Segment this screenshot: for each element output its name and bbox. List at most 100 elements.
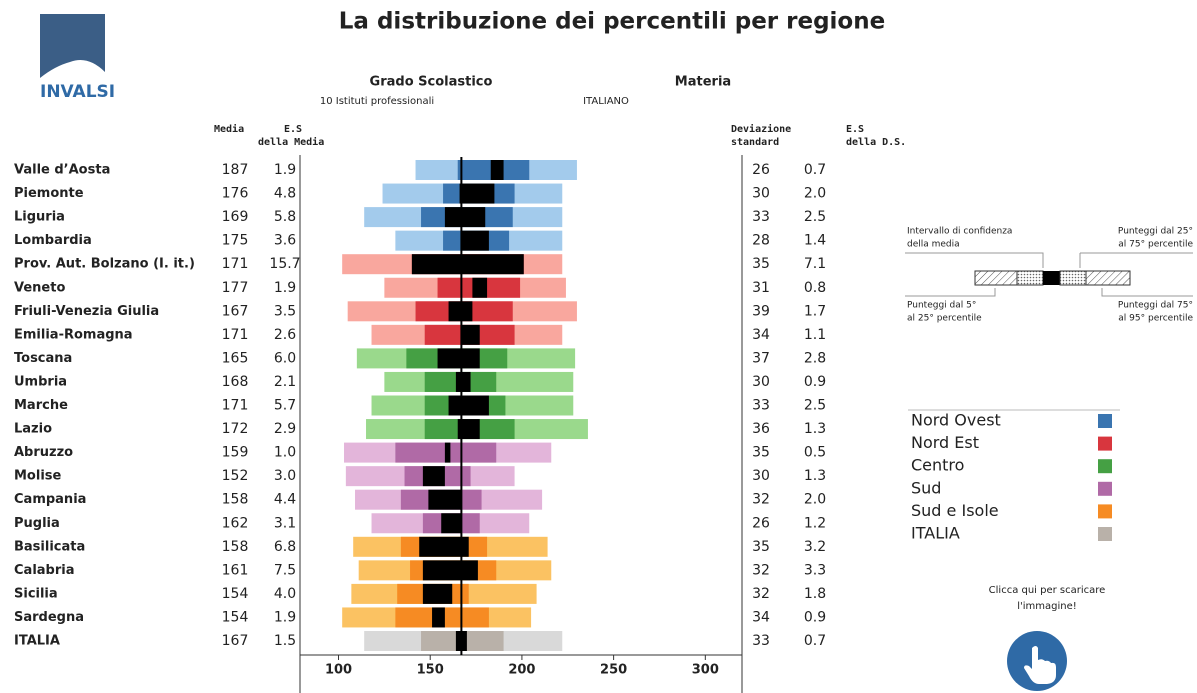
explanation-box — [1059, 270, 1087, 286]
explanation-text: al 95° percentile — [1118, 314, 1193, 324]
dev-std-value: 35 — [752, 256, 770, 272]
media-value: 168 — [222, 374, 249, 390]
dev-std-value: 30 — [752, 468, 770, 484]
region-label: Campania — [14, 492, 86, 507]
column-header: della Media — [258, 136, 324, 148]
es-media-value: 7.5 — [274, 562, 296, 578]
media-value: 159 — [222, 445, 249, 461]
dev-std-value: 32 — [752, 586, 770, 602]
download-text[interactable]: l'immagine! — [1017, 601, 1077, 612]
bar-confidence — [411, 254, 524, 275]
es-media-value: 4.4 — [274, 492, 296, 508]
es-media-value: 5.8 — [274, 209, 296, 225]
dev-std-value: 33 — [752, 633, 770, 649]
es-media-value: 3.0 — [274, 468, 296, 484]
es-media-value: 4.8 — [274, 186, 296, 202]
explanation-leader — [905, 252, 1193, 297]
es-ds-value: 0.8 — [804, 280, 826, 296]
region-label: Valle d’Aosta — [14, 163, 110, 178]
es-media-value: 2.6 — [274, 327, 296, 343]
explanation-box — [974, 270, 1018, 286]
explanation: Intervallo di confidenza della media Pun… — [905, 227, 1193, 324]
es-ds-value: 7.1 — [804, 256, 826, 272]
media-value: 161 — [222, 562, 249, 578]
region-label: Toscana — [14, 351, 72, 366]
region-label: Emilia-Romagna — [14, 327, 133, 342]
bar-confidence — [472, 277, 488, 298]
region-label: Sardegna — [14, 610, 84, 625]
legend-swatch — [1098, 459, 1112, 474]
legend-swatch — [1098, 527, 1112, 541]
column-header: standard — [731, 137, 779, 148]
es-ds-value: 2.5 — [804, 398, 826, 414]
media-value: 171 — [222, 398, 249, 414]
bar-confidence — [441, 513, 462, 534]
dev-std-value: 37 — [752, 350, 770, 366]
filter-value: ITALIANO — [583, 96, 629, 107]
dev-std-value: 30 — [752, 186, 770, 202]
region-label: Piemonte — [14, 186, 84, 201]
media-value: 154 — [222, 609, 249, 625]
media-value: 171 — [222, 256, 249, 272]
media-value: 158 — [222, 492, 249, 508]
chart-title: La distribuzione dei percentili per regi… — [339, 9, 885, 35]
filter-value: 10 Istituti professionali — [320, 96, 434, 107]
es-ds-value: 0.7 — [804, 162, 826, 178]
legend-label: Sud e Isole — [911, 501, 999, 520]
legend-swatch — [1098, 436, 1112, 451]
bar-confidence — [422, 466, 445, 487]
region-label: Marche — [14, 398, 68, 413]
region-label: Lombardia — [14, 233, 92, 248]
media-value: 175 — [222, 233, 249, 249]
dev-std-value: 33 — [752, 209, 770, 225]
bar-confidence — [444, 442, 451, 463]
es-media-value: 5.7 — [274, 398, 296, 414]
explanation-text: Punteggi dal 25° — [1118, 227, 1193, 237]
es-ds-value: 1.2 — [804, 515, 826, 531]
bar-confidence — [444, 207, 486, 228]
download-text[interactable]: Clicca qui per scaricare — [989, 585, 1106, 596]
es-ds-value: 2.5 — [804, 209, 826, 225]
dev-std-value: 39 — [752, 303, 770, 319]
es-media-value: 3.5 — [274, 303, 296, 319]
hand-icon[interactable] — [1024, 646, 1056, 684]
dev-std-value: 33 — [752, 398, 770, 414]
legend-label: Nord Est — [911, 433, 979, 452]
column-header: Deviazione — [731, 123, 791, 135]
bar-confidence — [422, 560, 478, 581]
logo-text: INVALSI — [40, 82, 115, 102]
media-value: 176 — [222, 186, 249, 202]
bar-confidence — [455, 371, 471, 392]
explanation-box — [1016, 270, 1044, 286]
es-media-value: 15.7 — [269, 256, 300, 272]
x-tick-label: 200 — [508, 663, 535, 678]
es-ds-value: 3.3 — [804, 562, 826, 578]
explanation-text: Punteggi dal 75° — [1118, 301, 1193, 311]
dev-std-value: 30 — [752, 374, 770, 390]
dev-std-value: 35 — [752, 445, 770, 461]
es-ds-value: 2.0 — [804, 186, 826, 202]
media-value: 169 — [222, 209, 249, 225]
es-ds-value: 0.7 — [804, 633, 826, 649]
legend-swatch — [1098, 504, 1112, 519]
bar-confidence — [461, 230, 489, 251]
filter-label: Grado Scolastico — [370, 75, 493, 90]
explanation-text: Intervallo di confidenza — [907, 227, 1012, 237]
dev-std-value: 28 — [752, 233, 770, 249]
es-media-value: 1.9 — [274, 162, 296, 178]
legend-swatch — [1098, 481, 1112, 496]
bar-confidence — [422, 583, 453, 604]
es-media-value: 3.6 — [274, 233, 296, 249]
bar-confidence — [432, 607, 445, 628]
media-value: 162 — [222, 515, 249, 531]
download-button[interactable]: Clicca qui per scaricare l'immagine! — [989, 585, 1106, 691]
legend-label: Sud — [911, 478, 941, 497]
es-ds-value: 1.3 — [804, 421, 826, 437]
es-ds-value: 0.5 — [804, 445, 826, 461]
region-label: Friuli-Venezia Giulia — [14, 304, 159, 319]
media-value: 158 — [222, 539, 249, 555]
es-media-value: 1.0 — [274, 445, 296, 461]
explanation-box — [1085, 270, 1131, 286]
filter-label: Materia — [675, 75, 731, 90]
region-label: Prov. Aut. Bolzano (I. it.) — [14, 257, 195, 272]
